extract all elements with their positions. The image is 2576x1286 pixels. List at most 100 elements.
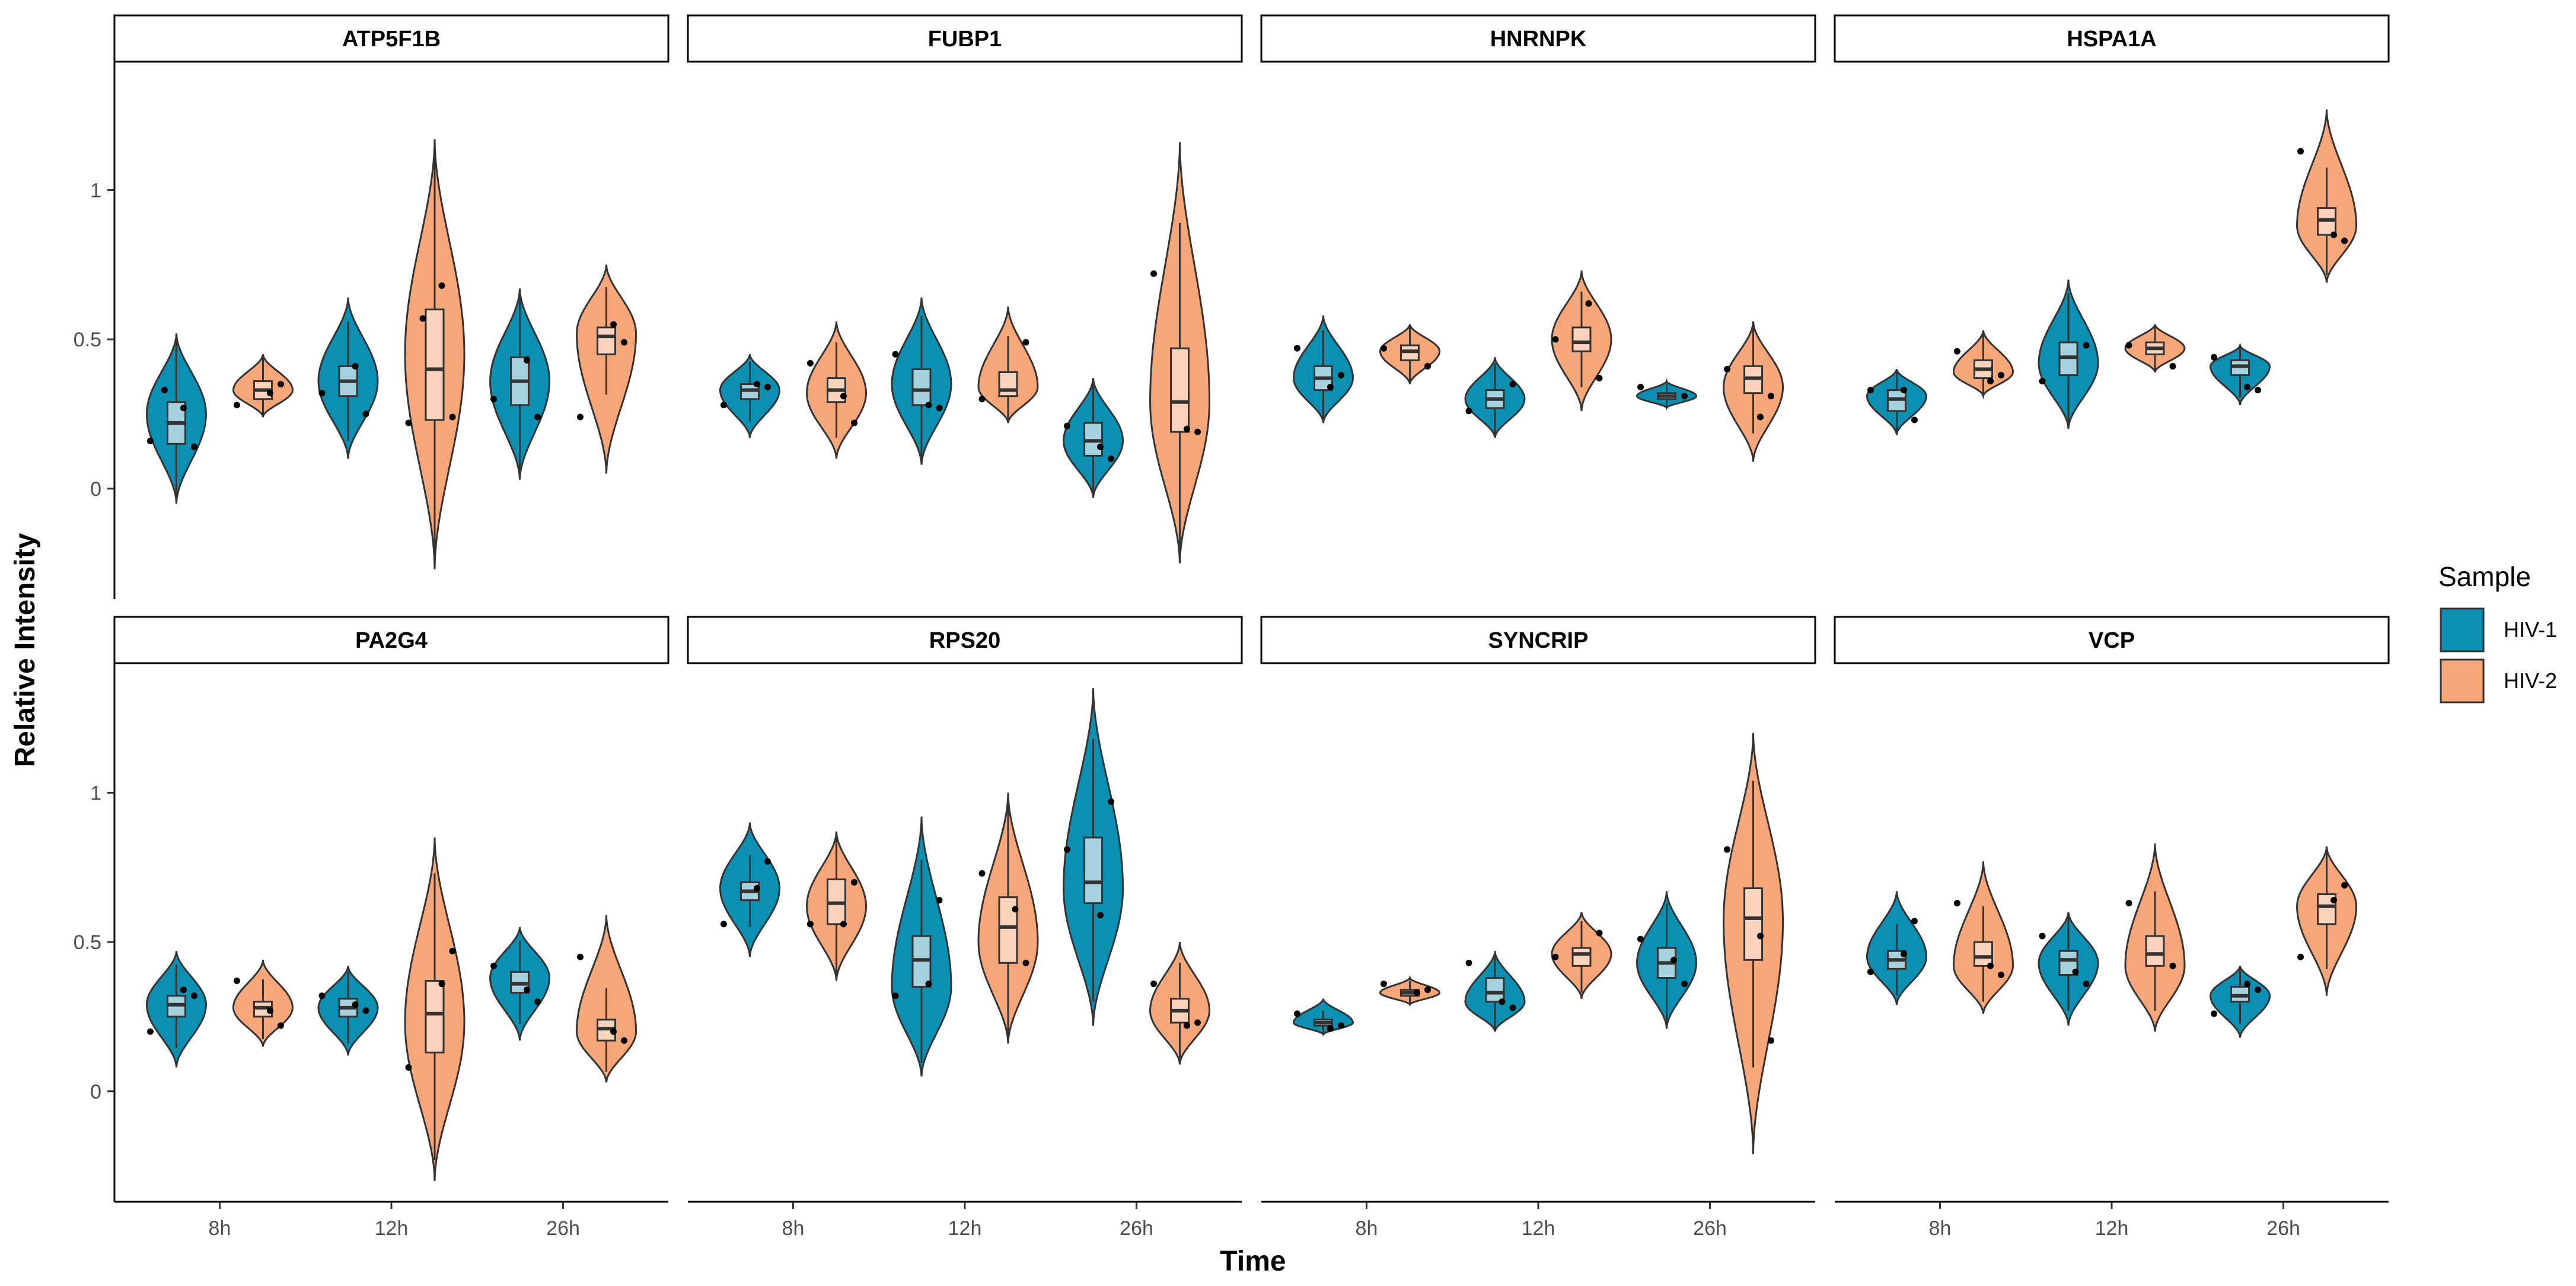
violin-group-pa2g4-8h-hiv-1 [145, 951, 208, 1068]
point-hnrnpk-8h-hiv-1 [1327, 384, 1334, 391]
point-hspa1a-26h-hiv-2 [2341, 237, 2348, 244]
point-fubp1-12h-hiv-2 [978, 396, 986, 403]
point-rps20-26h-hiv-1 [1097, 912, 1104, 919]
point-vcp-8h-hiv-1 [1911, 918, 1918, 925]
point-syncrip-8h-hiv-2 [1380, 981, 1387, 988]
point-pa2g4-26h-hiv-1 [490, 962, 498, 969]
point-fubp1-26h-hiv-1 [1108, 455, 1115, 462]
point-vcp-8h-hiv-1 [1900, 950, 1907, 957]
point-pa2g4-12h-hiv-2 [405, 1064, 412, 1071]
strip-hnrnpk [1260, 14, 1816, 63]
point-pa2g4-26h-hiv-2 [621, 1037, 628, 1044]
y-tick-label: 0 [90, 1081, 101, 1103]
point-pa2g4-8h-hiv-1 [146, 1028, 154, 1035]
strip-label-fubp1: FUBP1 [928, 27, 1002, 52]
point-syncrip-26h-hiv-2 [1757, 932, 1764, 940]
point-vcp-8h-hiv-2 [1953, 900, 1960, 907]
point-rps20-26h-hiv-2 [1150, 981, 1158, 988]
strip-syncrip [1260, 616, 1816, 664]
point-rps20-8h-hiv-2 [806, 921, 814, 928]
point-vcp-26h-hiv-1 [2255, 986, 2262, 994]
violin-group-hspa1a-26h-hiv-1 [2209, 342, 2271, 406]
violin-group-pa2g4-12h-hiv-2 [404, 837, 466, 1181]
box-vcp-8h-hiv-2 [1973, 941, 1993, 967]
point-atp5f1b-12h-hiv-2 [438, 282, 445, 289]
box-fubp1-12h-hiv-2 [998, 371, 1018, 397]
x-tick-label: 8h [209, 1217, 231, 1240]
point-syncrip-8h-hiv-1 [1327, 1025, 1334, 1032]
box-syncrip-12h-hiv-2 [1571, 947, 1592, 967]
strip-atp5f1b [113, 14, 669, 63]
x-tick-label: 12h [375, 1217, 409, 1240]
point-atp5f1b-26h-hiv-2 [577, 413, 584, 421]
point-vcp-12h-hiv-2 [2169, 962, 2176, 969]
box-fubp1-12h-hiv-1 [911, 368, 932, 406]
point-fubp1-26h-hiv-2 [1150, 270, 1158, 277]
point-hnrnpk-26h-hiv-1 [1637, 384, 1644, 391]
strip-label-atp5f1b: ATP5F1B [342, 27, 441, 52]
point-rps20-8h-hiv-2 [850, 878, 857, 886]
point-fubp1-8h-hiv-2 [840, 393, 847, 400]
violin-group-fubp1-12h-hiv-2 [977, 306, 1039, 424]
strip-hspa1a [1834, 14, 2390, 63]
point-syncrip-26h-hiv-1 [1637, 935, 1644, 943]
point-atp5f1b-12h-hiv-1 [352, 362, 359, 370]
point-pa2g4-12h-hiv-1 [362, 1007, 369, 1014]
point-vcp-12h-hiv-1 [2072, 968, 2079, 975]
strip-label-syncrip: SYNCRIP [1488, 628, 1589, 653]
panel-vcp: VCP 8h 12h 26h [1834, 616, 2390, 1240]
point-hspa1a-26h-hiv-1 [2244, 384, 2251, 391]
point-syncrip-12h-hiv-1 [1509, 1004, 1516, 1011]
violin-group-hnrnpk-8h-hiv-2 [1379, 324, 1440, 384]
point-rps20-8h-hiv-1 [764, 858, 771, 865]
point-syncrip-8h-hiv-2 [1424, 986, 1431, 994]
point-fubp1-12h-hiv-1 [936, 405, 943, 412]
violin-group-hspa1a-12h-hiv-2 [2124, 324, 2186, 373]
point-atp5f1b-8h-hiv-1 [146, 437, 154, 444]
strip-label-hspa1a: HSPA1A [2067, 27, 2156, 52]
panel-pa2g4: PA2G4 0 0.5 1 8h 12h 26h [74, 616, 669, 1240]
point-rps20-8h-hiv-1 [720, 921, 727, 928]
violin-group-rps20-12h-hiv-2 [977, 792, 1039, 1044]
violin-group-fubp1-26h-hiv-2 [1149, 142, 1210, 564]
legend-label-hiv-2: HIV-2 [2504, 669, 2557, 693]
point-fubp1-8h-hiv-1 [720, 402, 727, 409]
violin-group-syncrip-12h-hiv-1 [1464, 951, 1526, 1032]
y-tick-label: 0.5 [74, 931, 101, 954]
point-fubp1-12h-hiv-2 [1022, 339, 1029, 346]
x-tick-label: 26h [1120, 1217, 1153, 1240]
point-syncrip-26h-hiv-1 [1670, 956, 1678, 963]
box-fubp1-26h-hiv-2 [1170, 347, 1190, 433]
point-rps20-26h-hiv-1 [1108, 798, 1115, 806]
point-hnrnpk-8h-hiv-1 [1293, 345, 1300, 352]
point-vcp-26h-hiv-2 [2330, 897, 2338, 904]
legend-label-hiv-1: HIV-1 [2504, 617, 2557, 642]
point-fubp1-26h-hiv-2 [1194, 428, 1201, 435]
violin-group-fubp1-26h-hiv-1 [1062, 378, 1124, 498]
panel-rps20: RPS20 8h 12h 26h [687, 616, 1243, 1240]
violin-group-syncrip-26h-hiv-1 [1635, 891, 1698, 1029]
box-rps20-26h-hiv-1 [1083, 836, 1104, 905]
point-vcp-26h-hiv-2 [2297, 953, 2304, 960]
point-rps20-12h-hiv-1 [892, 992, 899, 999]
point-pa2g4-26h-hiv-1 [534, 998, 541, 1005]
point-syncrip-12h-hiv-2 [1552, 953, 1559, 960]
violin-group-hnrnpk-26h-hiv-2 [1723, 321, 1784, 462]
x-axis-title: Time [1220, 1246, 1286, 1277]
point-hnrnpk-8h-hiv-2 [1424, 362, 1431, 370]
x-tick-label: 26h [1693, 1217, 1727, 1240]
box-pa2g4-12h-hiv-2 [425, 980, 445, 1053]
point-rps20-12h-hiv-2 [1012, 906, 1019, 913]
box-hnrnpk-12h-hiv-2 [1571, 326, 1592, 352]
strip-label-rps20: RPS20 [929, 628, 1000, 653]
legend-title: Sample [2438, 561, 2531, 592]
panel-hnrnpk: HNRNPK [1260, 14, 1816, 462]
point-atp5f1b-8h-hiv-2 [233, 402, 240, 409]
legend-key-hiv-1 [2440, 607, 2485, 652]
point-syncrip-12h-hiv-2 [1596, 930, 1603, 937]
violin-group-hspa1a-26h-hiv-2 [2296, 109, 2358, 283]
y-axis-title: Relative Intensity [9, 533, 41, 767]
point-hspa1a-8h-hiv-2 [1953, 348, 1960, 355]
violin-group-hnrnpk-12h-hiv-2 [1551, 270, 1612, 412]
point-atp5f1b-26h-hiv-2 [621, 339, 628, 346]
